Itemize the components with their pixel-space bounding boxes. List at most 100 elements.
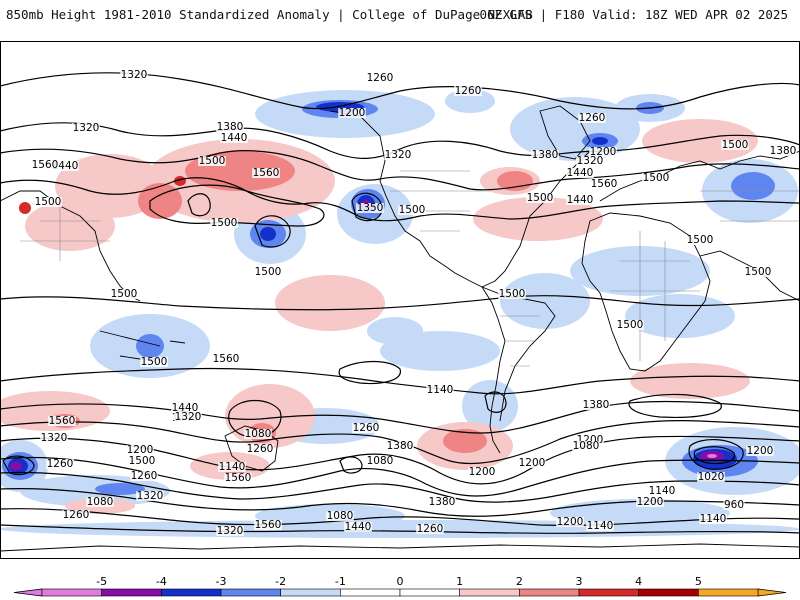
height-label: 1500 xyxy=(129,455,156,467)
height-label: 1140 xyxy=(587,520,614,532)
height-label-background xyxy=(699,514,727,524)
height-label-background xyxy=(220,133,248,143)
political-borders xyxy=(20,170,800,367)
colorbar-tick-label: -2 xyxy=(275,575,286,588)
height-label: 1320 xyxy=(41,432,68,444)
height-label: 1260 xyxy=(131,470,158,482)
height-label-background xyxy=(398,205,426,215)
colorbar-tick-label: -3 xyxy=(216,575,227,588)
height-label: 1500 xyxy=(211,217,238,229)
colorbar-tick-label: 5 xyxy=(695,575,702,588)
height-label-background xyxy=(254,267,282,277)
colorbar-tick-label: -1 xyxy=(335,575,346,588)
height-label: 1560 xyxy=(255,519,282,531)
contour-1560-north xyxy=(149,184,325,227)
colorbar-segment xyxy=(399,588,460,597)
height-label-background xyxy=(426,385,454,395)
colorbar-segment xyxy=(280,588,341,597)
height-label-background xyxy=(769,146,797,156)
height-label: 1500 xyxy=(745,266,772,278)
height-label-background xyxy=(526,193,554,203)
colorbar-tick-label: 2 xyxy=(516,575,523,588)
height-label-background xyxy=(171,403,199,413)
height-label-background xyxy=(578,113,606,123)
height-label: 1200 xyxy=(590,146,617,158)
height-label-background xyxy=(72,123,100,133)
height-label: 1560 xyxy=(591,178,618,190)
height-label: 1260 xyxy=(247,443,274,455)
colorbar-tick-label: 4 xyxy=(635,575,642,588)
colorbar-high-arrow xyxy=(757,588,787,597)
height-label-background xyxy=(120,70,148,80)
height-label-background xyxy=(384,150,412,160)
height-label: 1320 xyxy=(577,155,604,167)
colorbar-tick-label: 3 xyxy=(576,575,583,588)
height-label-background xyxy=(128,456,156,466)
europe-coast xyxy=(599,150,800,202)
height-label: 1320 xyxy=(385,149,412,161)
height-label-background xyxy=(246,444,274,454)
height-label: 1500 xyxy=(617,319,644,331)
contour-1260-south xyxy=(0,456,800,497)
height-label-background xyxy=(338,108,366,118)
height-label: 1560 xyxy=(32,159,59,171)
height-label: 1500 xyxy=(499,288,526,300)
height-label: 1140 xyxy=(219,461,246,473)
height-label: 1380 xyxy=(583,399,610,411)
height-label-background xyxy=(252,168,280,178)
height-label-background xyxy=(216,122,244,132)
height-label-background xyxy=(198,156,226,166)
height-label: 1200 xyxy=(519,457,546,469)
height-label-background xyxy=(531,150,559,160)
colorbar-segment xyxy=(578,588,639,597)
height-label-background xyxy=(366,456,394,466)
contour-1440-north xyxy=(0,148,800,191)
height-label: 1440 xyxy=(567,194,594,206)
height-label: 1200 xyxy=(747,445,774,457)
height-label: 1500 xyxy=(141,356,168,368)
height-label: 1500 xyxy=(199,155,226,167)
height-label-background xyxy=(344,522,372,532)
colorbar-tick-label: -4 xyxy=(156,575,167,588)
height-label: 1200 xyxy=(557,516,584,528)
colorbar-tick-label: 0 xyxy=(397,575,404,588)
height-label-background xyxy=(62,510,90,520)
contour-1380-north xyxy=(0,122,800,159)
height-label-background xyxy=(648,486,676,496)
height-label-background xyxy=(224,473,252,483)
height-label: 1260 xyxy=(353,422,380,434)
height-label-background xyxy=(576,435,604,445)
height-label: 1080 xyxy=(573,440,600,452)
height-label-background xyxy=(46,459,74,469)
title-bar: 850mb Height 1981-2010 Standardized Anom… xyxy=(0,0,800,30)
height-label-background xyxy=(140,357,168,367)
height-label: 1500 xyxy=(722,139,749,151)
height-label-background xyxy=(428,497,456,507)
height-label-background xyxy=(356,203,384,213)
height-label-background xyxy=(697,472,725,482)
colorbar-segment xyxy=(41,588,102,597)
colorbar-segment xyxy=(161,588,222,597)
height-label-background xyxy=(326,511,354,521)
height-label-background xyxy=(48,416,76,426)
height-label: 1080 xyxy=(245,428,272,440)
height-label-background xyxy=(746,446,774,456)
height-label-background xyxy=(174,412,202,422)
height-label: 1320 xyxy=(73,122,100,134)
height-label: 1500 xyxy=(399,204,426,216)
height-label-background xyxy=(366,73,394,83)
height-label: 1440 xyxy=(345,521,372,533)
height-label-background xyxy=(416,524,444,534)
height-label-background xyxy=(721,140,749,150)
anomaly-colorbar: -5 -4 -3 -2 -1 0 1 2 3 4 5 xyxy=(13,575,787,597)
height-label-background xyxy=(110,289,138,299)
colorbar-tick-label: -5 xyxy=(96,575,107,588)
height-label: 1260 xyxy=(47,458,74,470)
height-label-background xyxy=(556,517,584,527)
height-label-background xyxy=(723,500,745,510)
height-label-background xyxy=(212,354,240,364)
height-label: 1380 xyxy=(217,121,244,133)
height-label: 1140 xyxy=(700,513,727,525)
height-label: 1440 xyxy=(567,167,594,179)
colorbar-segment xyxy=(519,588,580,597)
